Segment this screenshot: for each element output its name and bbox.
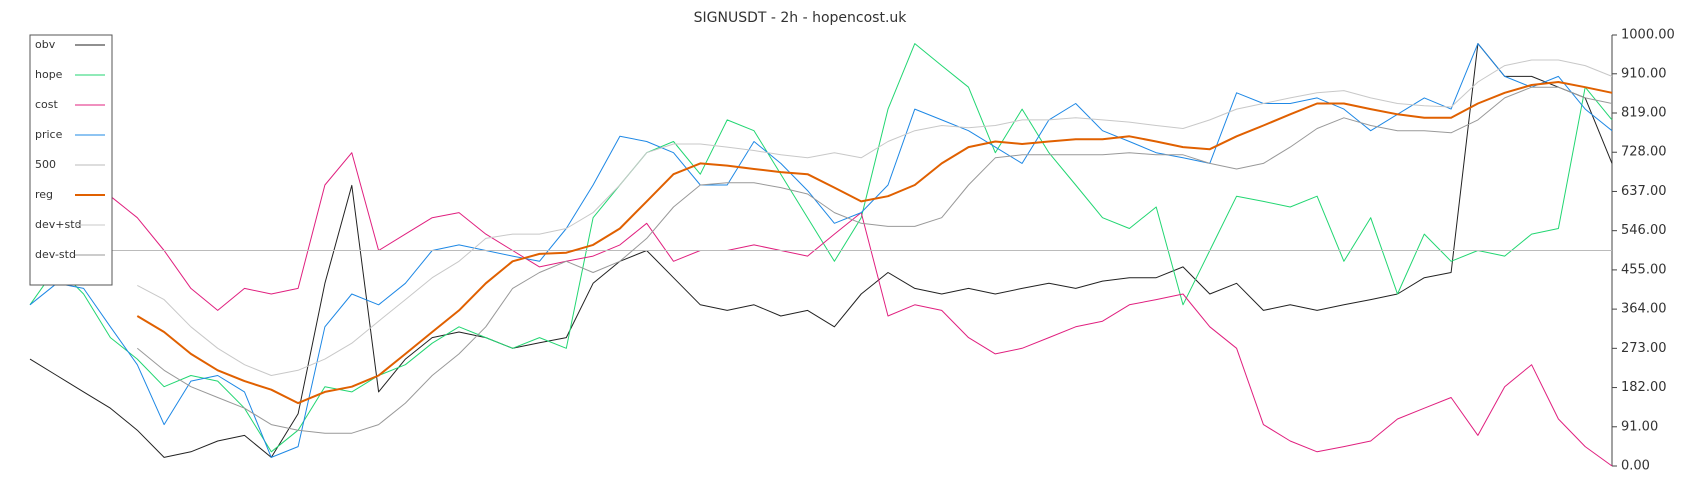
series-line <box>110 152 1613 467</box>
legend-label: cost <box>35 98 59 111</box>
series-line <box>29 43 1613 458</box>
legend-label: hope <box>35 68 63 81</box>
y-tick-label: 637.00 <box>1621 184 1667 199</box>
chart-title: SIGNUSDT - 2h - hopencost.uk <box>694 10 908 26</box>
y-tick-label: 364.00 <box>1621 302 1667 317</box>
legend-label: price <box>35 128 63 141</box>
series-line <box>136 86 1613 434</box>
series-line <box>136 81 1613 405</box>
series-line <box>29 43 1613 458</box>
y-tick-label: 1000.00 <box>1621 28 1675 43</box>
y-tick-label: 273.00 <box>1621 341 1667 356</box>
y-tick-label: 819.00 <box>1621 106 1667 121</box>
legend-label: reg <box>35 188 53 201</box>
legend-label: dev+std <box>35 218 82 231</box>
y-tick-label: 182.00 <box>1621 380 1667 395</box>
y-tick-label: 546.00 <box>1621 223 1667 238</box>
y-tick-label: 910.00 <box>1621 66 1667 81</box>
legend-box <box>29 34 113 286</box>
series-line <box>137 59 1613 376</box>
y-tick-label: 0.00 <box>1621 459 1650 474</box>
y-tick-label: 91.00 <box>1621 419 1658 434</box>
y-tick-label: 728.00 <box>1621 145 1667 160</box>
legend-label: obv <box>35 38 56 51</box>
legend-label: 500 <box>35 158 56 171</box>
y-tick-label: 455.00 <box>1621 262 1667 277</box>
legend-label: dev-std <box>35 248 76 261</box>
series-line <box>29 43 1613 453</box>
